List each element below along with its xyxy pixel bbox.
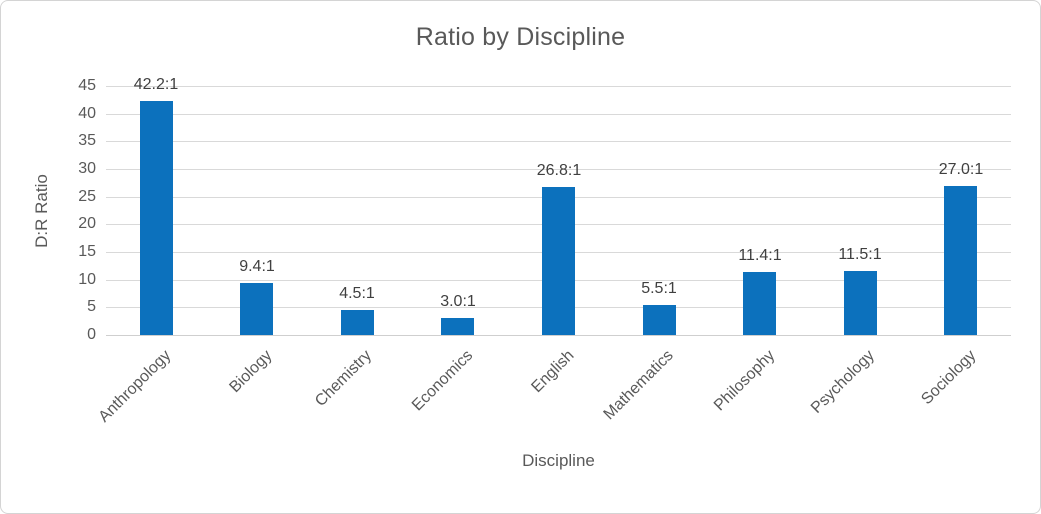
y-tick-label: 0 [87, 326, 96, 343]
x-tick-label: English [527, 347, 578, 397]
bar-philosophy [743, 272, 776, 335]
y-axis-title-wrap: D:R Ratio [29, 86, 55, 335]
bar-value-label: 11.4:1 [738, 247, 782, 264]
x-tick-label: Chemistry [312, 347, 376, 410]
bar-value-label: 27.0:1 [938, 161, 984, 178]
gridline [106, 86, 1011, 87]
gridline [106, 141, 1011, 142]
bar-anthropology [140, 101, 173, 335]
chart-title: Ratio by Discipline [415, 23, 626, 51]
bar-value-label: 5.5:1 [641, 280, 677, 297]
bar-english [542, 187, 575, 335]
y-tick-label: 5 [87, 298, 96, 315]
y-tick-label: 20 [78, 215, 96, 232]
y-tick-label: 30 [78, 160, 96, 177]
y-tick-label: 25 [78, 188, 96, 205]
y-tick-label: 15 [78, 243, 96, 260]
x-tick-label: Mathematics [600, 347, 678, 424]
x-axis-line [106, 335, 1011, 336]
bar-value-label: 11.5:1 [838, 246, 882, 263]
bar-mathematics [643, 305, 676, 335]
bar-biology [240, 283, 273, 335]
bar-value-label: 3.0:1 [440, 293, 476, 310]
x-axis-title: Discipline [522, 451, 595, 470]
y-tick-label: 10 [78, 271, 96, 288]
gridline [106, 169, 1011, 170]
bar-chemistry [341, 310, 374, 335]
bar-value-label: 26.8:1 [536, 162, 582, 179]
y-axis-title: D:R Ratio [32, 173, 51, 248]
bar-psychology [844, 271, 877, 335]
y-tick-label: 45 [78, 77, 96, 94]
gridline [106, 114, 1011, 115]
x-tick-label: Psychology [808, 347, 879, 417]
x-tick-label: Biology [225, 347, 276, 397]
bar-sociology [944, 186, 977, 335]
y-tick-label: 40 [78, 105, 96, 122]
x-tick-label: Anthropology [95, 347, 175, 426]
bar-value-label: 9.4:1 [239, 258, 275, 275]
bar-economics [441, 318, 474, 335]
bar-value-label: 42.2:1 [133, 76, 179, 93]
bar-value-label: 4.5:1 [339, 285, 375, 302]
x-tick-label: Economics [408, 347, 477, 415]
x-tick-label: Philosophy [710, 347, 779, 415]
x-tick-label: Sociology [917, 347, 980, 409]
y-tick-label: 35 [78, 132, 96, 149]
